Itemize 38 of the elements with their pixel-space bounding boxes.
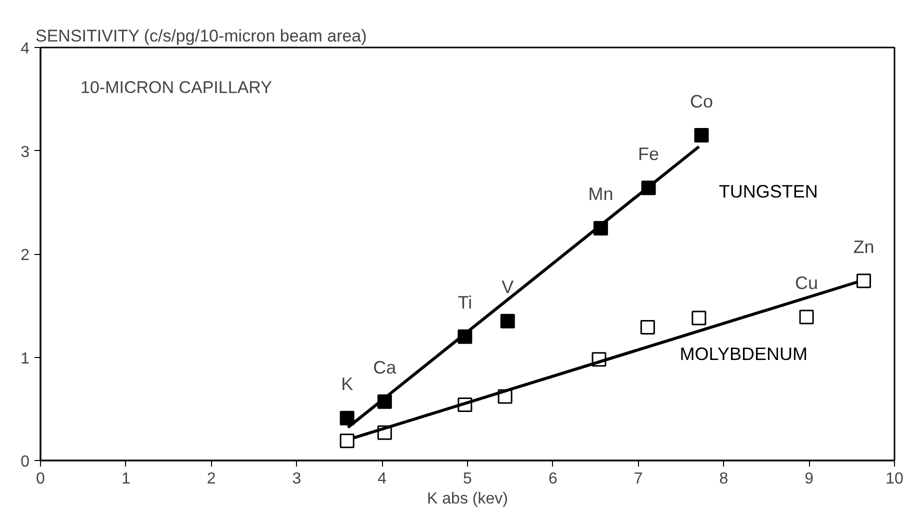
x-tick-label: 10 xyxy=(886,470,904,488)
point xyxy=(340,410,354,426)
x-axis-title: K abs (kev) xyxy=(427,490,508,508)
annotation: Mn xyxy=(588,184,614,204)
y-tick-label: 1 xyxy=(20,350,30,368)
x-tick-label: 8 xyxy=(719,470,728,488)
point xyxy=(856,274,872,288)
x-tick-label: 2 xyxy=(206,470,216,488)
x-tick-label: 7 xyxy=(634,470,643,488)
annotation: Cu xyxy=(795,272,818,293)
y-axis-title: SENSITIVITY (c/s/pg/10-micron beam area) xyxy=(36,26,367,46)
annotation: K xyxy=(341,374,354,394)
x-tick-label: 6 xyxy=(548,470,558,488)
point xyxy=(640,320,655,335)
text: TUNGSTEN xyxy=(718,182,818,202)
point xyxy=(340,434,354,448)
annotation: Ca xyxy=(373,358,398,378)
x-tick-label: 3 xyxy=(292,470,302,488)
annotation: V xyxy=(502,277,514,298)
y-tick-label: 2 xyxy=(20,247,30,264)
annotation: Fe xyxy=(638,144,660,164)
x-tick-label: 5 xyxy=(463,470,472,488)
point xyxy=(692,310,706,326)
y-tick-label: 3 xyxy=(20,144,30,161)
x-tick-label: 4 xyxy=(378,470,387,488)
x-tick-label: 9 xyxy=(804,470,814,488)
y-tick-label: 4 xyxy=(20,40,30,58)
x-tick-label: 1 xyxy=(121,470,130,488)
series-label: MOLYBDENUM xyxy=(680,344,808,364)
annotation: Co xyxy=(690,91,714,112)
annotation: Zn xyxy=(853,236,874,257)
x-tick-label: 0 xyxy=(36,470,46,488)
point xyxy=(799,310,814,324)
y-tick-label: 0 xyxy=(20,454,30,470)
point xyxy=(694,128,709,143)
annotation: Ti xyxy=(458,292,472,313)
annotation: 10-MICRON CAPILLARY xyxy=(80,78,272,97)
point xyxy=(500,314,515,328)
